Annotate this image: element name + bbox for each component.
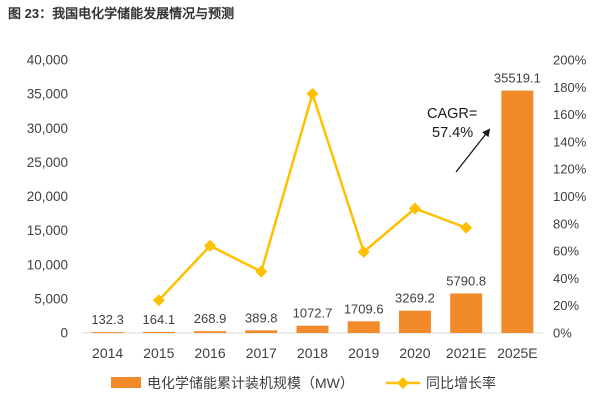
- line-point: [204, 239, 217, 252]
- left-y-tick-label: 5,000: [34, 291, 68, 306]
- x-tick-label: 2025E: [497, 345, 537, 361]
- bar: [194, 331, 227, 333]
- legend: 电化学储能累计装机规模（MW） 同比增长率: [111, 375, 496, 391]
- line-series: [152, 87, 473, 307]
- bar: [142, 331, 175, 333]
- right-y-tick-label: 20%: [553, 298, 579, 313]
- right-y-tick-label: 180%: [553, 80, 587, 95]
- legend-line-marker: [397, 377, 409, 389]
- left-y-tick-label: 25,000: [27, 155, 68, 170]
- right-y-axis: 0% 20% 40% 60% 80% 100% 120% 140% 160% 180% 200%: [553, 53, 587, 341]
- x-tick-label: 2016: [194, 345, 225, 361]
- bar-data-label: 5790.8: [446, 273, 486, 288]
- bar-data-label: 35519.1: [494, 71, 541, 86]
- left-y-tick-label: 35,000: [27, 87, 68, 102]
- x-tick-label: 2019: [348, 345, 379, 361]
- x-tick-label: 2018: [297, 345, 328, 361]
- cagr-value: 57.4%: [432, 125, 473, 141]
- legend-bar-swatch: [111, 377, 141, 388]
- cagr-label: CAGR=: [427, 106, 477, 122]
- bar-data-label: 389.8: [245, 310, 278, 325]
- bar-series: [91, 90, 534, 333]
- bar-data-label: 1072.7: [293, 306, 333, 321]
- line-point: [408, 202, 421, 215]
- bar-data-label: 268.9: [194, 311, 227, 326]
- bar: [501, 90, 534, 333]
- right-y-tick-label: 100%: [553, 189, 587, 204]
- left-y-tick-label: 15,000: [27, 223, 68, 238]
- right-y-tick-label: 40%: [553, 271, 579, 286]
- cagr-annotation: CAGR= 57.4%: [427, 106, 491, 173]
- bar-data-label: 132.3: [91, 312, 124, 327]
- left-y-tick-label: 40,000: [27, 53, 68, 68]
- right-y-tick-label: 200%: [553, 53, 587, 68]
- bar: [347, 321, 380, 333]
- line-point: [306, 87, 319, 100]
- line-point: [255, 265, 268, 278]
- bar-data-label: 3269.2: [395, 291, 435, 306]
- left-y-tick-label: 20,000: [27, 189, 68, 204]
- growth-rate-line: [157, 92, 467, 302]
- legend-line-label: 同比增长率: [426, 375, 496, 391]
- right-y-tick-label: 160%: [553, 107, 587, 122]
- line-point: [460, 221, 473, 234]
- bar: [91, 332, 124, 333]
- left-y-tick-label: 0: [60, 326, 68, 341]
- left-y-tick-label: 30,000: [27, 121, 68, 136]
- bar: [398, 310, 431, 333]
- right-y-tick-label: 80%: [553, 216, 579, 231]
- right-y-tick-label: 140%: [553, 134, 587, 149]
- chart-title: 图 23：我国电化学储能发展情况与预测: [8, 6, 234, 21]
- bar-data-label: 1709.6: [344, 301, 384, 316]
- line-point: [357, 245, 370, 258]
- left-y-tick-label: 10,000: [27, 257, 68, 272]
- line-point: [152, 294, 165, 307]
- bar: [296, 325, 329, 333]
- x-tick-label: 2017: [246, 345, 277, 361]
- bar: [245, 330, 278, 333]
- right-y-tick-label: 60%: [553, 244, 579, 259]
- left-y-axis: 0 5,000 10,000 15,000 20,000 25,000 30,000 35,0…: [27, 53, 68, 341]
- x-tick-label: 2015: [143, 345, 174, 361]
- bar-data-labels: 132.3 164.1 268.9 389.8 1072.7 1709.6 3269.2 57…: [91, 71, 541, 328]
- legend-bar-label: 电化学储能累计装机规模（MW）: [147, 375, 354, 391]
- cagr-arrow: [455, 128, 491, 173]
- right-y-tick-label: 0%: [553, 326, 572, 341]
- x-tick-label: 2021E: [446, 345, 486, 361]
- x-axis: 2014 2015 2016 2017 2018 2019 2020 2021E 2025E: [82, 332, 543, 361]
- right-y-tick-label: 120%: [553, 162, 587, 177]
- x-tick-label: 2020: [399, 345, 430, 361]
- x-tick-label: 2014: [92, 345, 123, 361]
- bar-data-label: 164.1: [143, 312, 176, 327]
- bar: [450, 293, 483, 333]
